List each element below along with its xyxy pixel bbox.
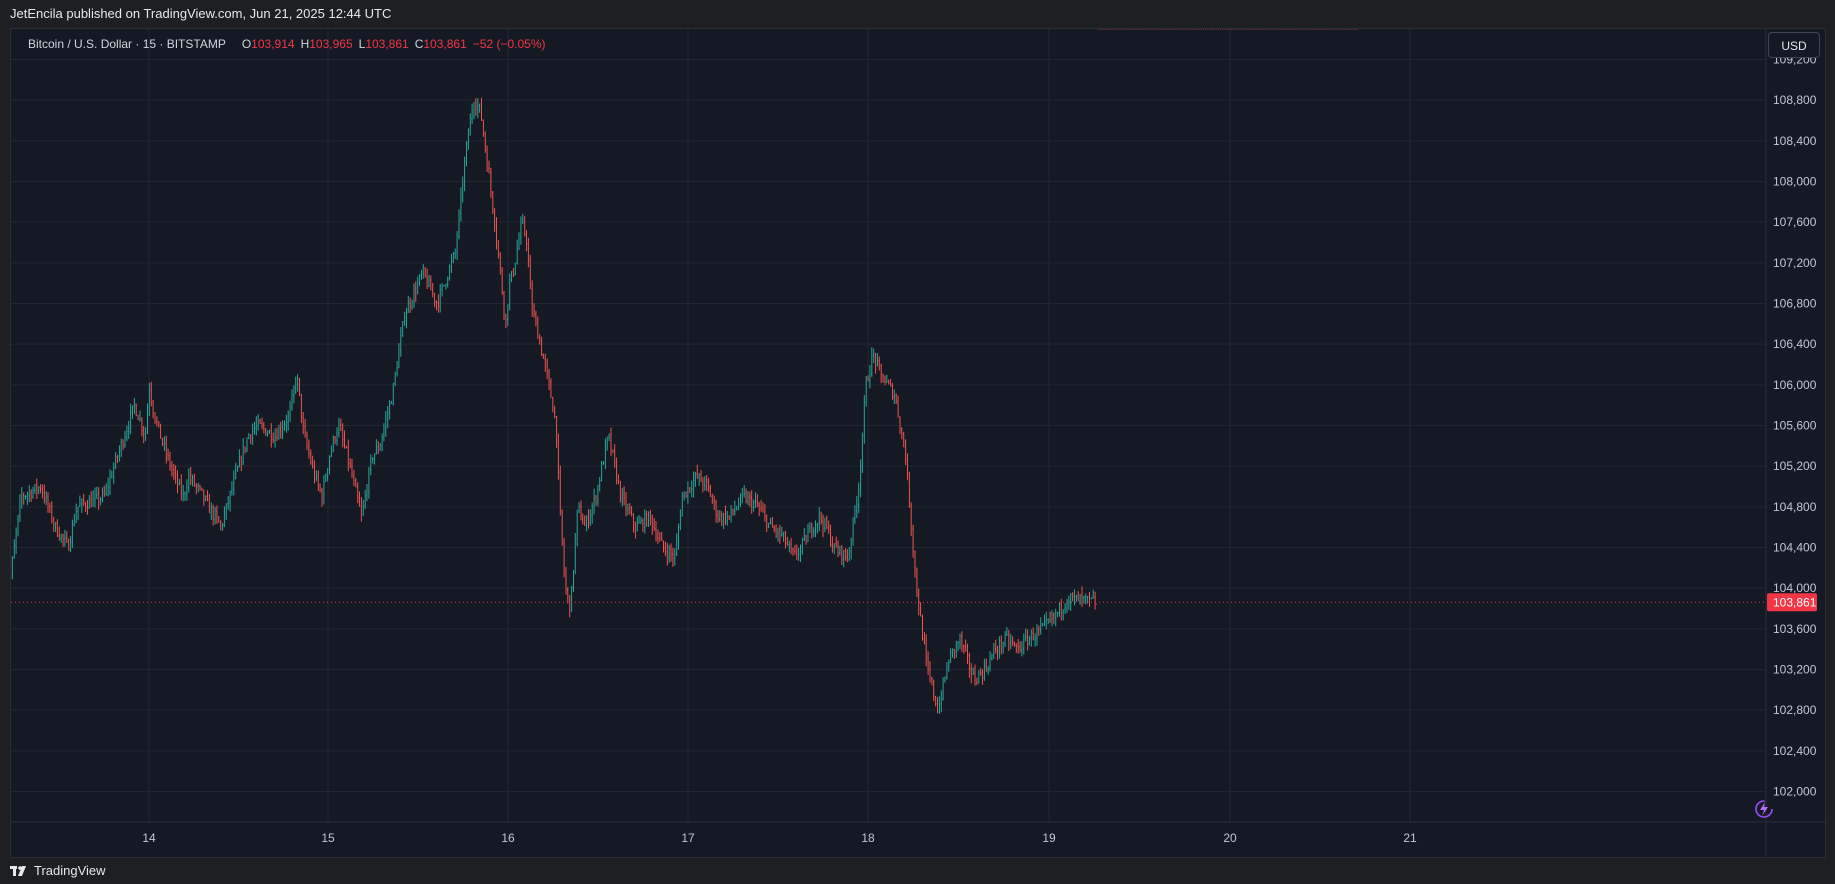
- close-label: C: [414, 37, 424, 51]
- price-tick-label: 108,800: [1773, 93, 1817, 107]
- symbol-title[interactable]: Bitcoin / U.S. Dollar · 15 · BITSTAMP: [28, 37, 226, 51]
- price-tick-label: 107,600: [1773, 215, 1817, 229]
- brand-name: TradingView: [34, 863, 106, 878]
- time-tick-label: 19: [1042, 831, 1056, 845]
- change-value: −52 (−0.05%): [472, 37, 546, 51]
- time-tick-label: 20: [1223, 831, 1237, 845]
- chart-panel[interactable]: 109,200 108,800 108,400 108,000 107,600 107,2…: [10, 28, 1827, 859]
- price-tick-label: 103,600: [1773, 622, 1817, 636]
- price-tick-label: 104,800: [1773, 500, 1817, 514]
- last-price-tag: [1767, 593, 1817, 612]
- price-tick-label: 105,600: [1773, 419, 1817, 433]
- footer-bar: TradingView: [0, 858, 1835, 884]
- low-value: 103,861: [365, 37, 409, 51]
- high-label: H: [300, 37, 310, 51]
- price-tick-label: 102,400: [1773, 744, 1817, 758]
- open-label: O: [241, 37, 252, 51]
- price-tick-label: 107,200: [1773, 256, 1817, 270]
- close-value: 103,861: [423, 37, 467, 51]
- candles-group: [11, 29, 1358, 714]
- price-tick-label: 104,400: [1773, 541, 1817, 555]
- low-label: L: [358, 37, 366, 51]
- price-tick-label: 103,200: [1773, 663, 1817, 677]
- price-tick-label: 108,400: [1773, 134, 1817, 148]
- publish-info: JetEncila published on TradingView.com, …: [10, 6, 392, 21]
- price-tick-label: 108,000: [1773, 175, 1817, 189]
- price-tick-label: 106,000: [1773, 378, 1817, 392]
- time-tick-label: 14: [142, 831, 156, 845]
- tradingview-brand[interactable]: TradingView: [10, 858, 106, 884]
- time-tick-label: 18: [861, 831, 875, 845]
- open-value: 103,914: [251, 37, 295, 51]
- time-tick-label: 21: [1403, 831, 1417, 845]
- time-tick-label: 17: [681, 831, 695, 845]
- candlestick-chart[interactable]: 109,200108,800108,400108,000107,600107,2…: [11, 29, 1827, 859]
- time-tick-label: 15: [321, 831, 335, 845]
- price-tick-label: 106,800: [1773, 297, 1817, 311]
- price-tick-label: 105,200: [1773, 459, 1817, 473]
- currency-button[interactable]: USD: [1768, 32, 1820, 58]
- price-tick-label: 102,800: [1773, 703, 1817, 717]
- last-price-label: 103,861: [1773, 595, 1817, 609]
- publish-header: JetEncila published on TradingView.com, …: [0, 0, 1835, 28]
- replay-lightning-icon[interactable]: [1754, 799, 1774, 819]
- high-value: 103,965: [309, 37, 353, 51]
- tradingview-logo-icon: [10, 866, 26, 876]
- time-tick-label: 16: [501, 831, 515, 845]
- price-tick-label: 106,400: [1773, 337, 1817, 351]
- price-tick-label: 102,000: [1773, 785, 1817, 799]
- price-tick-label: 104,000: [1773, 581, 1817, 595]
